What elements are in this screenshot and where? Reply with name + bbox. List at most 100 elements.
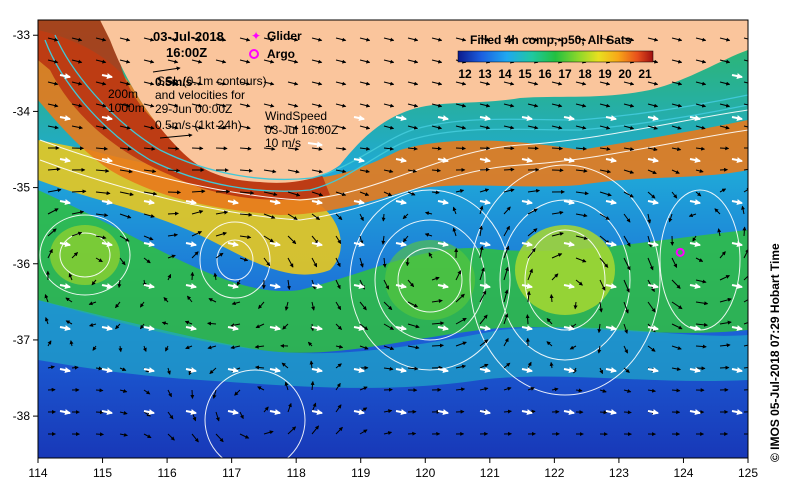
velocity-arrow: [597, 345, 602, 354]
wind-arrow: [647, 325, 659, 331]
velocity-arrow: [551, 103, 563, 108]
velocity-arrow: [575, 37, 587, 42]
velocity-arrow: [527, 268, 533, 281]
velocity-arrow: [551, 146, 563, 151]
velocity-arrow: [743, 187, 748, 193]
colorbar-tick-label: 14: [498, 67, 512, 81]
velocity-arrow: [311, 169, 324, 174]
lon-tick-label: 116: [158, 466, 177, 480]
velocity-arrow: [743, 37, 748, 40]
velocity-arrow: [335, 426, 343, 435]
velocity-arrow: [455, 189, 465, 193]
velocity-arrow: [239, 37, 251, 42]
velocity-arrow: [284, 301, 289, 311]
velocity-arrow: [623, 37, 635, 42]
velocity-arrow: [503, 362, 511, 369]
wind-arrow: [311, 199, 323, 205]
velocity-arrow: [623, 81, 635, 86]
velocity-arrow: [382, 257, 387, 268]
velocity-arrow: [431, 299, 443, 303]
velocity-arrow: [695, 344, 707, 349]
lon-tick-label: 124: [673, 466, 693, 480]
velocity-arrow: [431, 321, 445, 326]
wind-arrow: [689, 157, 701, 163]
velocity-arrow: [455, 125, 467, 130]
velocity-arrow: [407, 125, 419, 130]
velocity-arrow: [743, 322, 748, 325]
velocity-arrow: [695, 125, 706, 130]
wind-arrow: [395, 325, 407, 331]
wind-arrow: [143, 283, 155, 289]
velocity-arrow: [647, 125, 658, 130]
velocity-arrow: [431, 190, 440, 195]
velocity-arrow: [215, 37, 227, 42]
velocity-arrow: [263, 103, 275, 108]
velocity-arrow: [215, 433, 224, 443]
velocity-arrow: [743, 344, 748, 347]
wind-arrow: [605, 199, 617, 205]
velocity-arrow: [143, 37, 155, 42]
wind-arrow: [311, 283, 323, 289]
velocity-arrow: [599, 169, 612, 174]
velocity-arrow: [431, 146, 442, 151]
velocity-arrow: [424, 211, 433, 216]
velocity-arrow: [119, 125, 131, 130]
wind-arrow: [479, 157, 491, 163]
velocity-arrow: [599, 191, 612, 197]
velocity-arrow: [527, 361, 532, 369]
wind-arrow: [605, 325, 617, 331]
velocity-arrow: [191, 125, 203, 130]
velocity-arrow: [71, 59, 83, 64]
velocity-arrow: [119, 388, 128, 393]
velocity-arrow: [119, 235, 130, 242]
velocity-arrow: [695, 37, 707, 42]
velocity-arrow: [431, 81, 443, 86]
wind-arrow: [605, 283, 617, 289]
argo-icon: [249, 49, 259, 59]
velocity-arrow: [743, 81, 748, 84]
velocity-arrow: [47, 340, 52, 347]
velocity-arrow: [407, 345, 420, 350]
velocity-arrow: [407, 366, 419, 371]
wind-arrow: [647, 409, 659, 415]
velocity-arrow: [599, 81, 611, 86]
wind-arrow: [101, 367, 113, 373]
colorbar-tick-label: 20: [618, 67, 632, 81]
velocity-arrow: [311, 125, 323, 130]
velocity-arrow: [143, 125, 155, 130]
argo-marker[interactable]: [675, 247, 685, 257]
wind-arrow: [605, 115, 617, 121]
lon-tick-label: 115: [93, 466, 112, 480]
velocity-arrow: [743, 367, 748, 369]
velocity-arrow: [311, 257, 318, 268]
velocity-arrow: [335, 257, 341, 268]
velocity-arrow: [575, 125, 587, 130]
velocity-arrow: [452, 206, 457, 215]
velocity-arrow: [95, 146, 109, 151]
velocity-arrow: [95, 37, 107, 42]
glider-label: Glider: [267, 29, 302, 43]
velocity-arrow: [47, 228, 57, 237]
wind-arrow: [311, 325, 323, 331]
velocity-arrow: [258, 301, 265, 309]
velocity-arrow: [743, 103, 748, 106]
velocity-arrow: [407, 59, 419, 64]
velocity-arrow: [239, 411, 244, 420]
velocity-arrow: [503, 245, 510, 259]
wind-arrow: [563, 199, 575, 205]
wind-arrow: [521, 199, 533, 205]
velocity-arrow: [719, 103, 731, 108]
velocity-arrow: [407, 168, 418, 173]
velocity-arrow: [527, 386, 535, 391]
wind-arrow: [227, 283, 239, 289]
lat-tick-label: -34: [13, 104, 31, 118]
velocity-arrow: [623, 235, 631, 247]
velocity-arrow: [239, 146, 252, 151]
velocity-arrow: [527, 228, 538, 237]
velocity-arrow: [213, 272, 218, 281]
lon-tick-label: 122: [544, 466, 564, 480]
velocity-arrow: [335, 213, 343, 221]
velocity-arrow: [335, 235, 342, 245]
velocity-arrow: [143, 103, 155, 108]
velocity-arrow: [167, 211, 179, 216]
